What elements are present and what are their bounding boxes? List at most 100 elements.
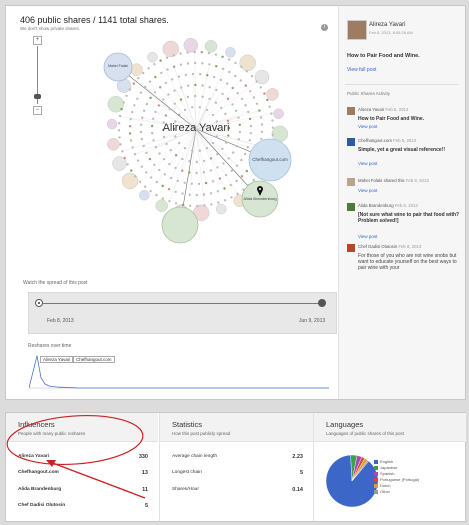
reshare-node[interactable] [204, 40, 218, 53]
share-dot[interactable] [165, 56, 169, 59]
share-dot[interactable] [202, 171, 205, 174]
share-dot[interactable] [143, 185, 147, 188]
share-dot[interactable] [149, 190, 152, 193]
share-dot[interactable] [202, 193, 206, 196]
view-full-post-link[interactable]: View full post [347, 67, 377, 73]
share-dot[interactable] [161, 128, 165, 131]
share-dot[interactable] [222, 162, 225, 165]
share-dot[interactable] [159, 86, 162, 89]
share-dot[interactable] [176, 179, 179, 183]
share-dot[interactable] [134, 175, 137, 178]
share-dot[interactable] [119, 143, 122, 146]
share-dot[interactable] [180, 86, 183, 89]
child-circle[interactable] [103, 52, 133, 82]
share-dot[interactable] [193, 50, 196, 54]
influencer-name[interactable]: Chef Dadisi Olutosin [18, 503, 66, 508]
share-dot[interactable] [118, 114, 122, 118]
share-dot[interactable] [129, 139, 133, 142]
view-post-link[interactable]: View post [358, 124, 378, 129]
share-dot[interactable] [166, 68, 169, 71]
share-dot[interactable] [120, 107, 123, 111]
activity-author[interactable]: Mahei Folaki [358, 178, 383, 183]
share-dot[interactable] [150, 176, 153, 179]
share-dot[interactable] [123, 156, 126, 160]
table-row[interactable]: Chef Dadisi Olutosin 5 [18, 503, 148, 513]
reshare-node[interactable] [139, 189, 150, 201]
share-dot[interactable] [230, 196, 233, 199]
zoom-in-button[interactable]: + [33, 36, 42, 45]
share-dot[interactable] [245, 70, 249, 73]
share-dot[interactable] [195, 171, 198, 175]
share-dot[interactable] [117, 129, 121, 132]
share-dot[interactable] [137, 76, 140, 80]
share-dot[interactable] [172, 127, 176, 131]
share-dot[interactable] [205, 108, 209, 112]
view-post-link[interactable]: View post [358, 234, 378, 239]
view-post-link[interactable]: View post [358, 188, 378, 193]
share-dot[interactable] [252, 96, 256, 99]
share-dot[interactable] [174, 190, 177, 193]
share-dot[interactable] [215, 135, 218, 138]
activity-author[interactable]: Chefhangout.com [358, 138, 392, 143]
share-dot[interactable] [148, 80, 152, 83]
share-dot[interactable] [221, 92, 224, 96]
share-dot[interactable] [259, 116, 263, 119]
share-dot[interactable] [206, 74, 209, 77]
influencer-name[interactable]: Alida Brandenburg [18, 487, 62, 492]
share-dot[interactable] [153, 63, 156, 66]
share-dot[interactable] [247, 110, 250, 114]
share-dot[interactable] [147, 67, 150, 70]
share-dot[interactable] [191, 149, 194, 152]
reshare-node[interactable] [112, 156, 127, 171]
zoom-out-button[interactable]: − [33, 106, 42, 115]
share-dot[interactable] [162, 135, 166, 139]
share-dot[interactable] [224, 112, 227, 116]
share-dot[interactable] [153, 91, 157, 94]
zoom-slider-track[interactable] [37, 46, 38, 104]
share-dot[interactable] [138, 180, 142, 183]
share-dot[interactable] [235, 144, 238, 148]
spread-timeline[interactable]: Feb 8, 2013 Jun 9, 2013 [28, 292, 337, 334]
share-dot[interactable] [162, 121, 165, 124]
share-dot[interactable] [260, 130, 264, 133]
share-dot[interactable] [224, 173, 228, 177]
share-dot[interactable] [168, 200, 171, 203]
timeline-track[interactable] [41, 303, 323, 304]
share-dot[interactable] [236, 92, 239, 95]
share-dot[interactable] [226, 97, 230, 101]
share-dot[interactable] [208, 63, 211, 66]
reshare-node[interactable] [107, 95, 125, 113]
table-row[interactable]: Alireza Yavari 330 [18, 454, 148, 464]
share-dot[interactable] [149, 96, 152, 100]
share-dot[interactable] [158, 168, 161, 172]
share-dot[interactable] [165, 142, 168, 146]
share-dot[interactable] [161, 184, 164, 188]
share-dot[interactable] [196, 204, 199, 208]
share-dot[interactable] [248, 117, 252, 121]
share-dot[interactable] [259, 86, 262, 89]
view-post-link[interactable]: View post [358, 161, 378, 166]
share-dot[interactable] [188, 171, 191, 174]
alida-circle[interactable] [241, 180, 279, 218]
share-dot[interactable] [200, 51, 203, 54]
share-dot[interactable] [244, 84, 247, 87]
share-dot[interactable] [255, 80, 258, 83]
share-dot[interactable] [260, 137, 263, 141]
share-dot[interactable] [181, 157, 184, 161]
share-dot[interactable] [271, 126, 275, 129]
reshare-node[interactable] [183, 37, 199, 53]
share-dot[interactable] [136, 97, 139, 101]
share-dot[interactable] [142, 109, 146, 113]
share-dot[interactable] [215, 120, 218, 123]
share-dot[interactable] [223, 187, 226, 190]
share-dot[interactable] [122, 101, 125, 104]
share-dot[interactable] [139, 91, 143, 94]
share-dot[interactable] [232, 151, 235, 154]
reshare-node[interactable] [239, 54, 256, 72]
share-dot[interactable] [168, 107, 171, 111]
reshare-node[interactable] [121, 172, 139, 190]
share-dot[interactable] [203, 204, 206, 207]
share-dot[interactable] [159, 59, 162, 62]
reshare-node[interactable] [254, 69, 270, 85]
share-dot[interactable] [246, 146, 250, 149]
